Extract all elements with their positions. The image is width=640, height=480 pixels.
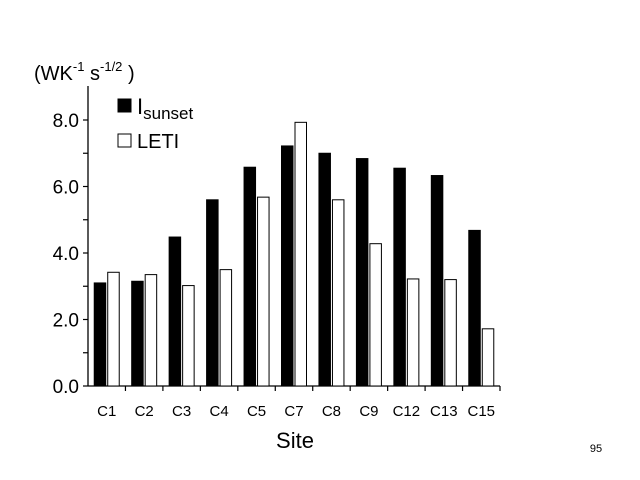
y-unit-base: (WK: [34, 63, 74, 85]
bar-isunset-c3: [168, 236, 182, 387]
bars: [93, 121, 495, 387]
x-tick-label: C3: [172, 403, 191, 420]
bar-leti-c12: [406, 278, 420, 387]
y-tick-label: 0.0: [53, 377, 79, 398]
y-unit-exp1: -1: [73, 59, 85, 74]
bar-isunset-c12: [393, 167, 406, 387]
bar-leti-c13: [444, 279, 457, 387]
bar-isunset-c2: [131, 280, 144, 387]
bar-isunset-c5: [243, 166, 257, 387]
x-tick-label: C9: [359, 403, 378, 420]
bar-leti-c15: [481, 328, 495, 387]
y-tick-label: 8.0: [53, 111, 79, 132]
x-tick-label: C12: [393, 403, 421, 420]
legend-swatch-isunset: [117, 98, 132, 113]
x-tick-label: C13: [430, 403, 458, 420]
bar-isunset-c13: [430, 175, 444, 387]
legend-label-leti: LETI: [137, 131, 179, 153]
x-tick-label: C5: [247, 403, 266, 420]
y-unit-end: ): [122, 63, 134, 85]
bar-isunset-c15: [468, 229, 481, 387]
y-unit-label: (WK-1 s-1/2 ): [34, 59, 135, 85]
y-unit-mid: s: [84, 63, 100, 85]
page-number: 95: [590, 443, 602, 455]
y-unit-exp2: -1/2: [100, 59, 122, 74]
legend-label-isunset: Isunset: [137, 94, 193, 123]
bar-leti-c4: [219, 269, 233, 387]
y-tick-label: 2.0: [53, 311, 79, 332]
bar-leti-c3: [182, 285, 195, 387]
legend: Isunset LETI: [117, 94, 193, 153]
bar-isunset-c1: [93, 282, 107, 387]
bar-leti-c7: [294, 121, 307, 387]
legend-isunset-base: I: [137, 94, 143, 119]
x-ticks: C1 C2 C3 C4 C5 C7 C8 C9 C12 C13 C15: [97, 386, 501, 420]
x-tick-label: C1: [97, 403, 116, 420]
bar-isunset-c7: [281, 145, 294, 387]
bar-isunset-c8: [318, 152, 331, 387]
x-tick-label: C4: [209, 403, 228, 420]
legend-isunset-sub: sunset: [143, 104, 193, 123]
bar-leti-c2: [144, 274, 158, 387]
bar-leti-c1: [107, 271, 120, 387]
x-axis-title: Site: [276, 428, 314, 453]
x-tick-label: C8: [322, 403, 341, 420]
y-tick-label: 4.0: [53, 244, 79, 265]
bar-isunset-c4: [206, 199, 219, 387]
y-ticks: 0.0 2.0 4.0 6.0 8.0: [53, 111, 88, 398]
x-tick-label: C7: [284, 403, 303, 420]
x-tick-label: C15: [468, 403, 496, 420]
bar-leti-c5: [257, 196, 270, 387]
x-tick-label: C2: [135, 403, 154, 420]
legend-swatch-leti: [117, 133, 132, 148]
bar-leti-c9: [369, 243, 382, 387]
bar-leti-c8: [331, 199, 345, 387]
bar-isunset-c9: [355, 158, 369, 387]
y-tick-label: 6.0: [53, 178, 79, 199]
